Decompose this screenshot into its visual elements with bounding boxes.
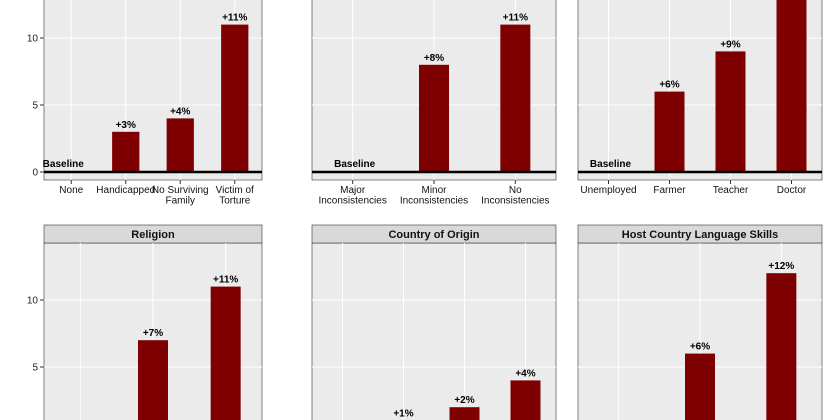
panel-title: Religion [131,229,175,241]
bar [210,286,241,420]
chart-panel-4: Country of Origin +1% +2% +4% [311,224,557,420]
chart-panel-3: Religion 5 10 +7% +11% [27,224,263,420]
bar [449,407,480,420]
y-tick-label: 0 [32,168,38,179]
x-tick-label: Inconsistencies [318,196,386,207]
x-tick-label: Major [340,185,366,196]
data-label: +2% [454,395,474,406]
chart-panel-0: 0 5 10 None +3% Handicapped +4% No SurvivingFam… [27,0,263,207]
x-tick-label: No Surviving [152,185,209,196]
x-tick-label: Minor [421,185,447,196]
data-label: +11% [503,13,528,24]
baseline-label: Baseline [334,159,376,170]
data-label: +11% [213,275,238,286]
y-tick-label: 10 [27,296,39,307]
bar [715,51,746,172]
data-label: +7% [143,328,163,339]
x-tick-label: Inconsistencies [400,196,468,207]
bar [500,24,531,172]
panel-title: Host Country Language Skills [622,229,778,241]
data-label: +8% [424,53,444,64]
bar [766,273,797,420]
x-tick-label: Teacher [713,185,749,196]
y-tick-label: 5 [32,101,38,112]
bar [166,118,194,172]
data-label: +6% [690,342,710,353]
bar [419,64,449,172]
bar [685,353,715,420]
data-label: +4% [515,368,535,379]
baseline-label: Baseline [590,159,632,170]
chart-panel-2: Unemployed +6% Farmer +9% Teacher Doctor Basel… [577,0,823,196]
data-label: +3% [116,120,136,131]
x-tick-label: Handicapped [96,185,155,196]
x-tick-label: No [509,185,522,196]
data-label: +1% [393,409,413,420]
x-tick-label: Inconsistencies [481,196,549,207]
y-tick-label: 5 [32,363,38,374]
bar [510,380,541,420]
x-tick-label: Family [166,196,195,207]
x-tick-label: Doctor [777,185,807,196]
x-tick-label: Unemployed [580,185,636,196]
bar [221,24,249,172]
chart-panel-1: MajorInconsistencies+8%MinorInconsistenc… [311,0,557,207]
x-tick-label: Victim of [216,185,254,196]
chart-panel-5: Host Country Language Skills +6% +12% [577,224,823,420]
x-tick-label: Torture [219,196,251,207]
data-label: +9% [720,39,740,50]
data-label: +12% [768,261,794,272]
x-tick-label: None [59,185,83,196]
bar [776,0,807,172]
panel-title: Country of Origin [388,229,479,241]
baseline-label: Baseline [43,159,85,170]
y-tick-label: 10 [27,34,39,45]
data-label: +11% [222,13,247,24]
bar [654,91,685,172]
data-label: +4% [170,106,190,117]
bar [112,131,140,172]
bar [138,340,168,420]
strip-background [311,224,557,244]
x-tick-label: Farmer [653,185,686,196]
data-label: +6% [659,80,679,91]
